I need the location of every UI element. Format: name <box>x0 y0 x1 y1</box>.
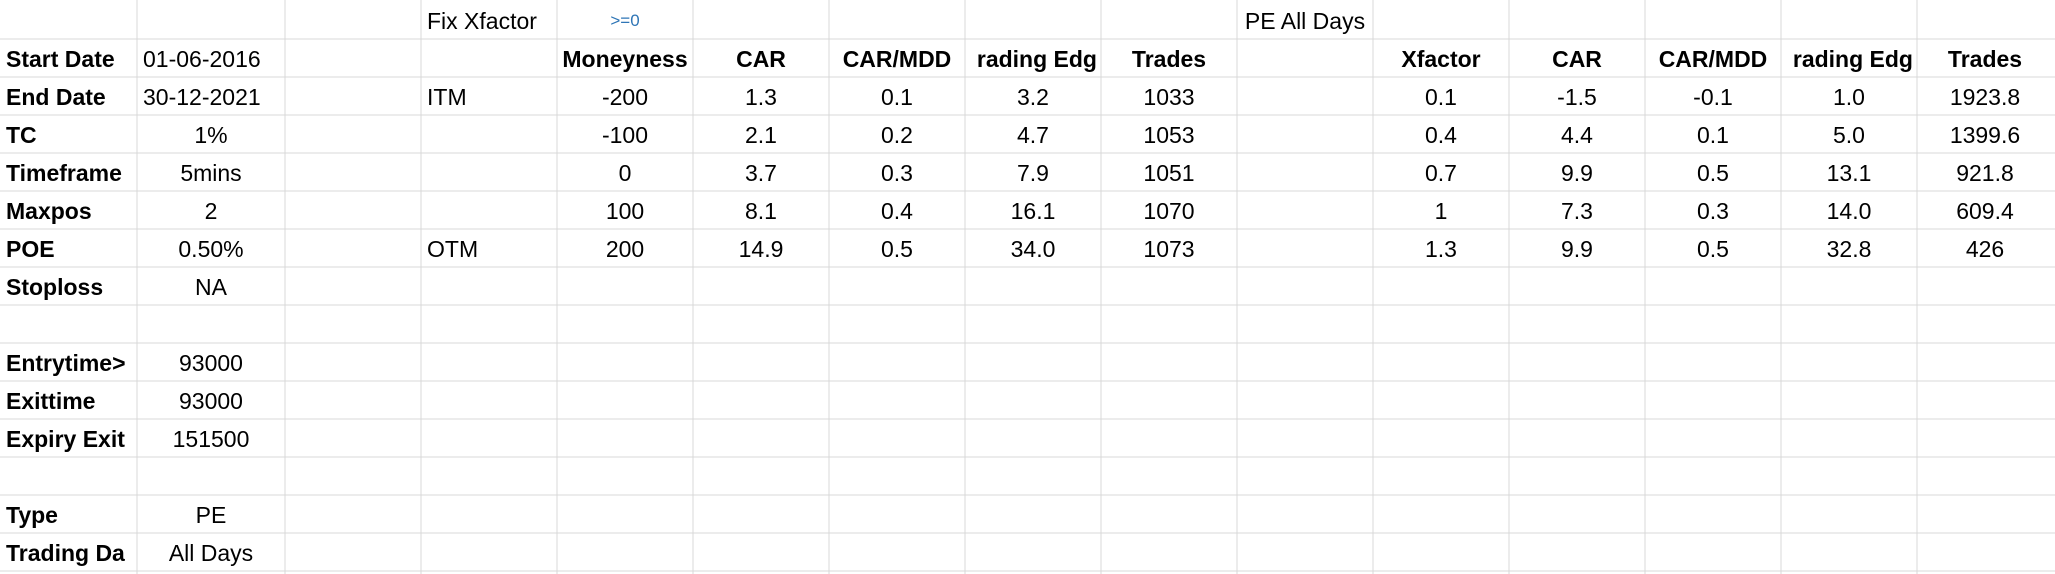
param-label[interactable]: TC <box>6 122 37 148</box>
left-cell[interactable]: 0.1 <box>881 84 913 110</box>
left-cell[interactable]: 0.5 <box>881 236 913 262</box>
left-cell[interactable]: 1053 <box>1143 122 1195 148</box>
left-cell[interactable]: 200 <box>605 236 645 262</box>
right-col-header[interactable]: Trades <box>1947 46 2023 72</box>
right-cell[interactable]: 9.9 <box>1561 160 1593 186</box>
row-label-itm[interactable]: ITM <box>427 84 467 110</box>
row-label-otm[interactable]: OTM <box>427 236 479 262</box>
left-cell[interactable]: 34.0 <box>1010 236 1056 262</box>
param-label[interactable]: Type <box>6 502 58 528</box>
param-label[interactable]: Timeframe <box>6 160 122 186</box>
right-col-header[interactable]: rading Edg <box>1792 46 1913 72</box>
right-cell[interactable]: 0.7 <box>1425 160 1457 186</box>
param-value[interactable]: NA <box>195 274 227 300</box>
left-cell[interactable]: 2.1 <box>745 122 777 148</box>
param-value[interactable]: 01-06-2016 <box>143 46 261 72</box>
left-col-header[interactable]: CAR <box>736 46 786 72</box>
left-col-header[interactable]: Trades <box>1131 46 1207 72</box>
param-label[interactable]: Exittime <box>6 388 96 414</box>
right-cell[interactable]: 32.8 <box>1826 236 1872 262</box>
left-cell[interactable]: -200 <box>601 84 649 110</box>
right-cell[interactable]: 0.5 <box>1697 236 1729 262</box>
right-cell[interactable]: 1.0 <box>1833 84 1865 110</box>
right-cell[interactable]: -1.5 <box>1557 84 1597 110</box>
param-value[interactable]: 30-12-2021 <box>143 84 261 110</box>
fix-xfactor-label[interactable]: Fix Xfactor <box>427 8 537 34</box>
left-cell[interactable]: 1.3 <box>745 84 777 110</box>
left-col-header[interactable]: rading Edg <box>976 46 1097 72</box>
right-cell[interactable]: 4.4 <box>1561 122 1593 148</box>
left-cell[interactable]: 3.2 <box>1017 84 1049 110</box>
right-cell[interactable]: -0.1 <box>1693 84 1733 110</box>
right-cell[interactable]: 14.0 <box>1826 198 1872 224</box>
left-cell[interactable]: 7.9 <box>1017 160 1049 186</box>
right-cell[interactable]: 0.1 <box>1697 122 1729 148</box>
left-cell[interactable]: -100 <box>601 122 649 148</box>
param-label[interactable]: Start Date <box>6 46 115 72</box>
left-cell[interactable]: 0.4 <box>881 198 913 224</box>
param-label[interactable]: POE <box>6 236 55 262</box>
right-cell[interactable]: 13.1 <box>1826 160 1872 186</box>
right-cell[interactable]: 609.4 <box>1956 198 2014 224</box>
right-cell[interactable]: 7.3 <box>1561 198 1593 224</box>
left-cell[interactable]: 14.9 <box>738 236 784 262</box>
param-value[interactable]: 5mins <box>180 160 242 186</box>
xfactor-condition[interactable]: >=0 <box>610 11 640 30</box>
param-value[interactable]: 2 <box>204 198 218 224</box>
right-cell[interactable]: 0.5 <box>1697 160 1729 186</box>
param-label[interactable]: Maxpos <box>6 198 92 224</box>
param-value[interactable]: 0.50% <box>178 236 244 262</box>
right-cell[interactable]: 426 <box>1965 236 2005 262</box>
param-value[interactable]: PE <box>195 502 227 528</box>
right-cell[interactable]: 0.1 <box>1425 84 1457 110</box>
left-cell[interactable]: 0 <box>618 160 632 186</box>
left-col-header[interactable]: Moneyness <box>562 46 688 72</box>
section-title[interactable]: PE All Days <box>1244 8 1366 34</box>
param-value[interactable]: 1% <box>194 122 228 148</box>
param-value[interactable]: 93000 <box>179 350 243 376</box>
right-cell[interactable]: 1.3 <box>1425 236 1457 262</box>
left-cell[interactable]: 3.7 <box>745 160 777 186</box>
right-cell[interactable]: 1 <box>1434 198 1448 224</box>
right-cell[interactable]: 1399.6 <box>1949 122 2021 148</box>
right-cell[interactable]: 0.4 <box>1425 122 1457 148</box>
param-label[interactable]: Expiry Exit <box>6 426 125 452</box>
right-col-header[interactable]: CAR <box>1552 46 1602 72</box>
left-cell[interactable]: 8.1 <box>745 198 777 224</box>
left-cell[interactable]: 4.7 <box>1017 122 1049 148</box>
left-cell[interactable]: 0.3 <box>881 160 913 186</box>
param-label[interactable]: Entrytime> <box>6 350 126 376</box>
param-label[interactable]: Stoploss <box>6 274 104 300</box>
left-cell[interactable]: 16.1 <box>1010 198 1056 224</box>
left-col-header[interactable]: CAR/MDD <box>842 46 952 72</box>
param-value[interactable]: 151500 <box>172 426 250 452</box>
param-label[interactable]: End Date <box>6 84 106 110</box>
left-cell[interactable]: 1051 <box>1143 160 1195 186</box>
right-cell[interactable]: 5.0 <box>1833 122 1865 148</box>
right-col-header[interactable]: CAR/MDD <box>1658 46 1768 72</box>
right-col-header[interactable]: Xfactor <box>1401 46 1481 72</box>
left-cell[interactable]: 100 <box>605 198 645 224</box>
param-value[interactable]: All Days <box>168 540 254 566</box>
left-cell[interactable]: 1070 <box>1143 198 1195 224</box>
left-cell[interactable]: 1073 <box>1143 236 1195 262</box>
right-cell[interactable]: 1923.8 <box>1949 84 2021 110</box>
left-cell[interactable]: 0.2 <box>881 122 913 148</box>
param-value[interactable]: 93000 <box>179 388 243 414</box>
right-cell[interactable]: 921.8 <box>1956 160 2014 186</box>
right-cell[interactable]: 0.3 <box>1697 198 1729 224</box>
right-cell[interactable]: 9.9 <box>1561 236 1593 262</box>
left-cell[interactable]: 1033 <box>1143 84 1195 110</box>
param-label[interactable]: Trading Da <box>6 540 125 566</box>
